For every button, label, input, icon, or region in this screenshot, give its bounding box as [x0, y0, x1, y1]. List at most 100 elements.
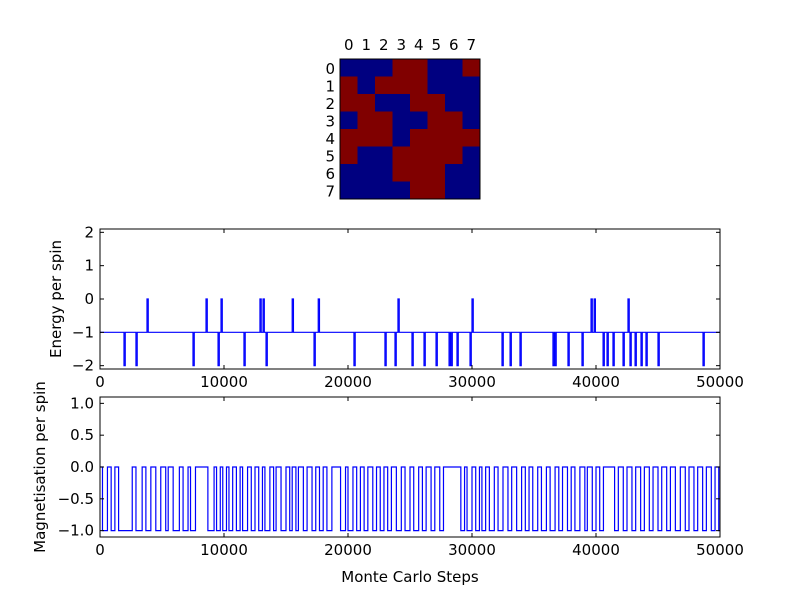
- heatmap-x-tick: 3: [396, 36, 406, 54]
- heatmap-cell: [340, 164, 358, 182]
- energy-plot: 0 10000 20000 30000 40000 50000 −2 −1 0 1 2: [72, 223, 744, 391]
- heatmap-cell: [340, 181, 358, 200]
- heatmap-x-tick: 2: [379, 36, 389, 54]
- heatmap-y-tick: 7: [325, 182, 335, 200]
- heatmap-cell: [410, 164, 428, 182]
- heatmap-cell: [375, 76, 393, 95]
- heatmap-cell: [340, 94, 358, 112]
- heatmap-cell: [445, 59, 463, 77]
- heatmap-x-tick: 1: [361, 36, 371, 54]
- heatmap-cell: [462, 94, 481, 112]
- heatmap-cell: [375, 59, 393, 77]
- heatmap-y-tick: 2: [325, 95, 335, 113]
- heatmap-cell: [357, 146, 376, 165]
- heatmap-cell: [445, 94, 463, 112]
- y-tick-label: 2: [84, 223, 94, 241]
- heatmap-cell: [357, 111, 376, 130]
- y-tick-label: −1: [72, 323, 94, 341]
- heatmap-cell: [445, 111, 463, 130]
- x-tick-label: 20000: [324, 373, 372, 391]
- heatmap-y-tick: 4: [325, 130, 335, 148]
- heatmap-cell: [410, 94, 428, 112]
- heatmap-cell: [392, 129, 411, 147]
- heatmap-y-tick: 1: [325, 77, 335, 95]
- y-tick-label: −0.5: [58, 490, 94, 508]
- y-tick-label: −2: [72, 357, 94, 375]
- heatmap-cell: [340, 59, 358, 77]
- y-tick-label: 1: [84, 257, 94, 275]
- x-tick-label: 40000: [572, 541, 620, 559]
- heatmap-cell: [445, 76, 463, 95]
- heatmap-x-tick: 6: [449, 36, 459, 54]
- heatmap-cell: [340, 76, 358, 95]
- heatmap-cell: [427, 181, 446, 200]
- x-tick-label: 50000: [696, 373, 744, 391]
- heatmap-y-tick: 5: [325, 147, 335, 165]
- heatmap-x-tick: 0: [344, 36, 354, 54]
- heatmap-cell: [392, 111, 411, 130]
- heatmap-cell: [340, 146, 358, 165]
- heatmap-cell: [410, 129, 428, 147]
- energy-series-line: [100, 298, 720, 367]
- heatmap-cell: [445, 146, 463, 165]
- heatmap-cell: [357, 59, 376, 77]
- y-tick-label: 0.5: [70, 426, 94, 444]
- heatmap-cell: [462, 146, 481, 165]
- heatmap-cell: [410, 76, 428, 95]
- heatmap-cell: [357, 76, 376, 95]
- heatmap-cell: [392, 76, 411, 95]
- x-tick-label: 0: [95, 373, 105, 391]
- y-tick-label: 0: [84, 290, 94, 308]
- x-tick-label: 10000: [200, 373, 248, 391]
- x-tick-label: 10000: [200, 541, 248, 559]
- heatmap-cell: [462, 59, 481, 77]
- heatmap-cell: [375, 111, 393, 130]
- heatmap-cell: [357, 129, 376, 147]
- heatmap-cell: [445, 129, 463, 147]
- heatmap-y-tick: 3: [325, 112, 335, 130]
- y-tick-label: −1.0: [58, 522, 94, 540]
- heatmap-cell: [392, 59, 411, 77]
- heatmap-cell: [357, 164, 376, 182]
- heatmap-cell: [375, 146, 393, 165]
- heatmap-cell: [410, 111, 428, 130]
- x-tick-label: 0: [95, 541, 105, 559]
- heatmap-cell: [375, 94, 393, 112]
- heatmap-x-tick: 7: [466, 36, 476, 54]
- x-tick-label: 30000: [448, 373, 496, 391]
- heatmap-cell: [427, 146, 446, 165]
- heatmap-cell: [427, 59, 446, 77]
- heatmap-cell: [392, 94, 411, 112]
- heatmap-cell: [462, 76, 481, 95]
- heatmap-cell: [445, 181, 463, 200]
- heatmap-cell: [427, 94, 446, 112]
- heatmap-cell: [410, 181, 428, 200]
- heatmap-cell: [392, 164, 411, 182]
- heatmap-cell: [392, 146, 411, 165]
- energy-ylabel: Energy per spin: [47, 240, 65, 358]
- x-tick-label: 30000: [448, 541, 496, 559]
- magnetisation-plot: 0 10000 20000 30000 40000 50000 −1.0 −0.5 0.0 0.5…: [58, 394, 744, 559]
- heatmap-cell: [375, 164, 393, 182]
- x-axis-label: Monte Carlo Steps: [341, 568, 479, 586]
- heatmap-cell: [375, 129, 393, 147]
- heatmap-x-tick: 4: [414, 36, 424, 54]
- x-tick-label: 20000: [324, 541, 372, 559]
- heatmap-cell: [340, 111, 358, 130]
- heatmap-y-tick: 6: [325, 165, 335, 183]
- heatmap-cell: [392, 181, 411, 200]
- magnetisation-series-line: [100, 466, 720, 532]
- heatmap-cell: [462, 129, 481, 147]
- heatmap-cell: [427, 164, 446, 182]
- heatmap-y-tick: 0: [325, 60, 335, 78]
- magnetisation-ylabel: Magnetisation per spin: [31, 381, 49, 553]
- x-tick-label: 50000: [696, 541, 744, 559]
- heatmap-cell: [410, 146, 428, 165]
- heatmap-cell: [357, 181, 376, 200]
- heatmap-cell: [410, 59, 428, 77]
- heatmap-cell: [462, 181, 481, 200]
- x-tick-label: 40000: [572, 373, 620, 391]
- heatmap-cell: [340, 129, 358, 147]
